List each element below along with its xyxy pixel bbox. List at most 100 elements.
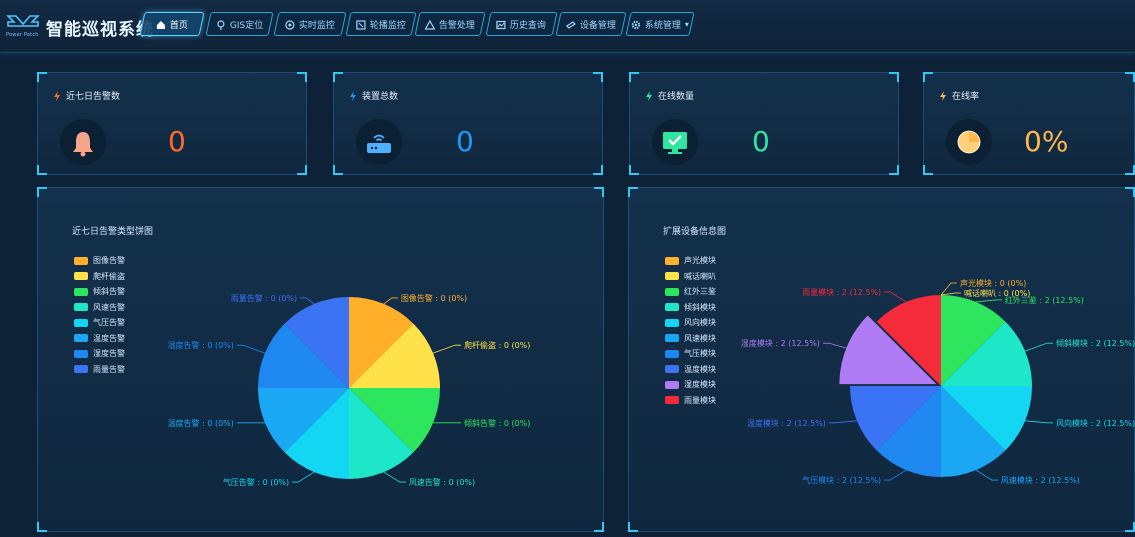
- stat-title-text: 近七日告警数: [66, 92, 121, 102]
- pie-label: 倾斜告警 : 0 (0%): [464, 418, 530, 428]
- stat-card-0: 近七日告警数 0: [37, 72, 307, 175]
- nav-item-label: 设备管理: [579, 20, 616, 31]
- nav-item-1[interactable]: GIS定位: [205, 12, 274, 36]
- warning-icon: [424, 19, 435, 29]
- nav-item-label: 首页: [169, 20, 188, 31]
- legend-item[interactable]: 爬杆偷盗: [74, 269, 125, 285]
- legend-label: 倾斜模块: [684, 302, 716, 312]
- bolt-icon: [940, 90, 946, 101]
- stat-title: 在线率: [940, 89, 979, 102]
- legend-swatch: [665, 256, 679, 265]
- pie-slice[interactable]: [941, 386, 1006, 477]
- pie-slice[interactable]: [941, 321, 1032, 386]
- legend-label: 气压模块: [684, 349, 716, 359]
- pie-slice[interactable]: [349, 388, 414, 479]
- bolt-icon: [646, 90, 652, 101]
- pie-leader-line: [884, 469, 907, 481]
- home-icon: [156, 20, 165, 28]
- legend-label: 气压告警: [93, 318, 125, 328]
- pie-label: 风速模块 : 2 (12.5%): [1001, 475, 1080, 485]
- legend-item[interactable]: 倾斜模块: [665, 300, 716, 316]
- pie-slice[interactable]: [941, 295, 1006, 386]
- nav-item-4[interactable]: 告警处理: [414, 12, 486, 36]
- legend-swatch: [665, 334, 679, 343]
- pie-label: 爬杆偷盗 : 0 (0%): [464, 340, 530, 350]
- pie-label: 雨量告警 : 0 (0%): [231, 293, 297, 303]
- logo-text: Power Patch: [6, 32, 39, 38]
- stat-title-text: 装置总数: [362, 92, 399, 102]
- pie-slice[interactable]: [258, 388, 349, 453]
- pie-leader-line: [975, 469, 998, 481]
- legend-label: 温度模块: [684, 364, 716, 374]
- nav-item-3[interactable]: 轮播监控: [345, 12, 417, 36]
- legend-item[interactable]: 气压告警: [74, 315, 125, 331]
- pie-icon: [957, 130, 981, 154]
- pie-slice[interactable]: [284, 388, 349, 479]
- gear-icon: [631, 19, 641, 29]
- legend-item[interactable]: 红外三鉴: [665, 284, 716, 300]
- pie-leader-line: [940, 292, 961, 296]
- legend-item[interactable]: 喊话喇叭: [665, 269, 716, 285]
- app-title: 智能巡视系统: [46, 20, 154, 40]
- legend-swatch: [665, 318, 679, 327]
- legend-item[interactable]: 倾斜告警: [74, 284, 125, 300]
- legend-label: 风速模块: [684, 333, 716, 343]
- nav-item-0[interactable]: 首页: [139, 12, 205, 36]
- pie-slice[interactable]: [258, 323, 349, 388]
- bolt-icon: [350, 90, 356, 101]
- legend-item[interactable]: 温度告警: [74, 331, 125, 347]
- legend-item[interactable]: 气压模块: [665, 346, 716, 362]
- location-pin-icon: [217, 19, 225, 29]
- pie-slice[interactable]: [284, 297, 349, 388]
- pie-slice[interactable]: [850, 386, 941, 451]
- pie-leader-line: [822, 342, 858, 352]
- legend-item[interactable]: 雨量告警: [74, 362, 125, 378]
- legend-item[interactable]: 声光模块: [665, 253, 716, 269]
- legend-label: 爬杆偷盗: [93, 271, 125, 281]
- legend-item[interactable]: 湿度告警: [74, 346, 125, 362]
- legend-swatch: [74, 303, 88, 312]
- legend-swatch: [74, 287, 88, 296]
- stat-icon-bg: [652, 119, 698, 165]
- pie-slice[interactable]: [876, 386, 941, 477]
- nav-item-2[interactable]: 实时监控: [273, 12, 347, 36]
- legend-label: 图像告警: [93, 256, 125, 266]
- legend-swatch: [665, 380, 679, 389]
- device-icon: [566, 20, 576, 28]
- legend-item[interactable]: 风向模块: [665, 315, 716, 331]
- legend-item[interactable]: 图像告警: [74, 253, 125, 269]
- pie-slice[interactable]: [839, 315, 937, 385]
- top-bar: Power Patch 智能巡视系统 首页 GIS定位 实时监控 轮播监控 告警处理 历史…: [0, 0, 1135, 53]
- nav-item-label: GIS定位: [229, 20, 264, 31]
- pie-leader-line: [1024, 342, 1054, 352]
- legend-item[interactable]: 雨量模块: [665, 393, 716, 409]
- legend-label: 倾斜告警: [93, 287, 125, 297]
- pie-label: 图像告警 : 0 (0%): [401, 293, 467, 303]
- pie-label: 气压模块 : 2 (12.5%): [802, 475, 881, 485]
- pie-slice[interactable]: [941, 386, 1032, 451]
- pie-leader-line: [828, 420, 857, 424]
- legend-item[interactable]: 风速告警: [74, 300, 125, 316]
- pie-label: 温度告警 : 0 (0%): [168, 418, 234, 428]
- legend-swatch: [665, 303, 679, 312]
- legend-label: 风向模块: [684, 318, 716, 328]
- pie-slice[interactable]: [349, 388, 440, 453]
- pie-leader-line: [383, 471, 406, 483]
- legend-swatch: [74, 256, 88, 265]
- legend-swatch: [665, 365, 679, 374]
- nav-item-6[interactable]: 设备管理: [555, 12, 627, 36]
- pie-leader-line: [940, 282, 957, 296]
- router-icon: [367, 134, 391, 153]
- pie-label: 气压告警 : 0 (0%): [223, 477, 289, 487]
- pie-label: 红外三鉴 : 2 (12.5%): [1005, 295, 1084, 305]
- pie-label: 喊话喇叭 : 0 (0%): [964, 288, 1030, 298]
- legend-item[interactable]: 湿度模块: [665, 377, 716, 393]
- pie-slice[interactable]: [349, 323, 440, 388]
- legend-item[interactable]: 风速模块: [665, 331, 716, 347]
- pie-slice[interactable]: [349, 297, 414, 388]
- monitor-icon: [285, 19, 295, 29]
- legend-item[interactable]: 温度模块: [665, 362, 716, 378]
- pie-slice[interactable]: [876, 295, 941, 386]
- nav-item-7[interactable]: 系统管理 ▾: [625, 12, 695, 36]
- nav-item-5[interactable]: 历史查询: [485, 12, 558, 36]
